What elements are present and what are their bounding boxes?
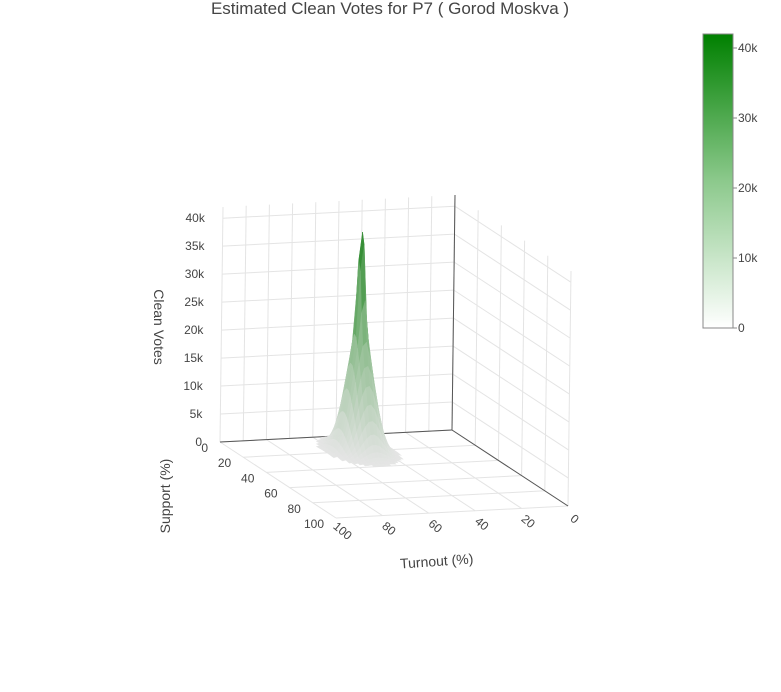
surface-cell: [340, 458, 347, 462]
colorbar-tick-label: 0: [738, 321, 745, 335]
colorbar-gradient: [702, 33, 734, 329]
x-tick-label: 0: [568, 511, 582, 526]
y-axis-title: Support (%): [157, 459, 173, 534]
z-tick-label: 20k: [184, 323, 204, 337]
z-tick-label: 40k: [185, 211, 205, 225]
z-tick-label: 25k: [184, 295, 204, 309]
z-tick-label: 35k: [185, 239, 205, 253]
grid-lines: [219, 194, 572, 519]
surface-cell: [371, 464, 378, 468]
surface-cell: [362, 463, 369, 467]
chart-title: Estimated Clean Votes for P7 ( Gorod Mos…: [211, 0, 569, 18]
x-tick-label: 20: [519, 512, 538, 532]
z-tick-label: 5k: [190, 407, 204, 421]
x-axis-title: Turnout (%): [399, 550, 473, 571]
y-tick-label: 100: [304, 517, 324, 531]
z-tick-label: 10k: [183, 379, 203, 393]
x-tick-label: 40: [472, 514, 491, 534]
z-tick-label: 0: [195, 435, 202, 449]
colorbar-tick-label: 20k: [738, 181, 758, 195]
surface-cell: [352, 461, 359, 465]
y-tick-label: 40: [241, 471, 255, 485]
surface-cell: [357, 462, 364, 466]
x-tick-label: 80: [379, 519, 398, 539]
x-tick-label: 100: [330, 519, 355, 543]
x-tick-label: 60: [426, 516, 445, 536]
y-tick-label: 0: [201, 441, 208, 455]
y-tick-label: 60: [264, 487, 278, 501]
y-tick-label: 80: [287, 502, 301, 516]
colorbar-tick-label: 30k: [738, 111, 758, 125]
z-tick-label: 15k: [184, 351, 204, 365]
colorbar-tick-label: 40k: [738, 41, 758, 55]
z-axis-title: Clean Votes: [151, 289, 167, 365]
surface-plot: [315, 232, 404, 468]
colorbar-tick-label: 10k: [738, 251, 758, 265]
colorbar: 0 10k 20k 30k 40k: [702, 33, 758, 335]
surface-cell: [331, 455, 338, 459]
colorbar-ticks: 0 10k 20k 30k 40k: [733, 41, 758, 335]
y-tick-label: 20: [218, 456, 232, 470]
surface-cell: [347, 460, 354, 464]
z-tick-label: 30k: [185, 267, 205, 281]
